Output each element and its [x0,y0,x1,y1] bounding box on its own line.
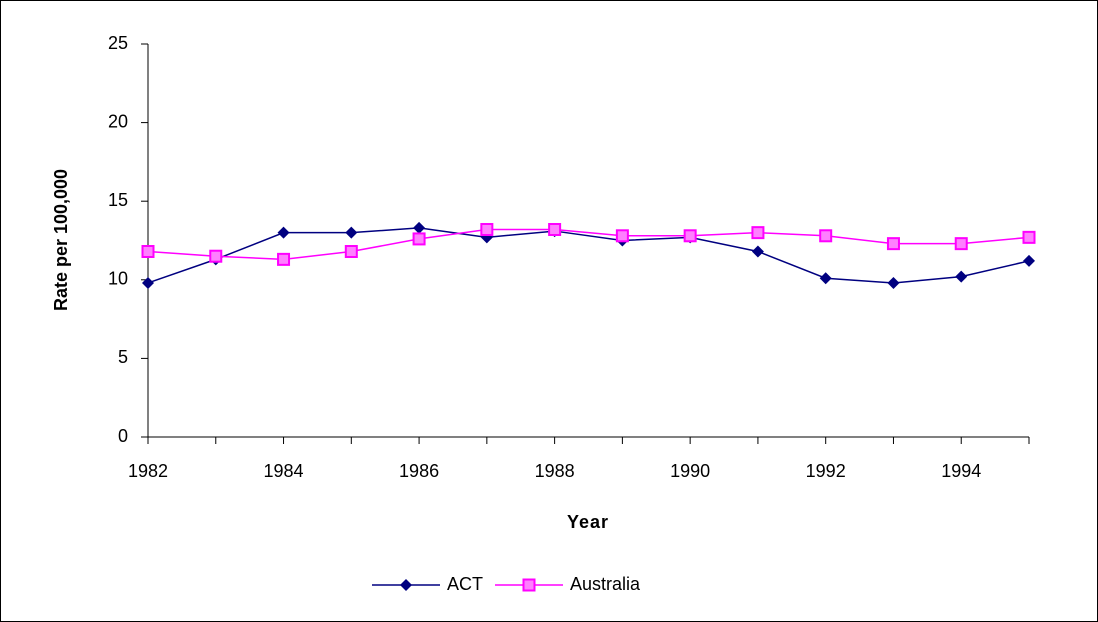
y-tick-label: 10 [108,269,128,289]
y-tick-label: 20 [108,111,128,131]
y-tick-label: 25 [108,33,128,53]
x-tick-label: 1994 [941,461,981,481]
legend-marker [400,579,412,591]
y-axis-label: Rate per 100,000 [51,169,71,311]
legend-marker [522,578,536,592]
series-line [147,227,1030,284]
data-point [548,222,562,236]
x-tick-label: 1988 [535,461,575,481]
series-line [147,228,1030,261]
data-point [480,222,494,236]
data-point [345,226,358,239]
data-point [615,229,629,243]
y-tick-label: 15 [108,190,128,210]
data-point [819,272,832,285]
data-point [413,221,426,234]
x-tick-label: 1992 [806,461,846,481]
data-point [277,252,291,266]
x-tick-label: 1986 [399,461,439,481]
data-point [751,245,764,258]
legend-label: Australia [570,574,641,594]
data-point [1022,230,1036,244]
data-point [344,245,358,259]
data-point [412,232,426,246]
x-tick-label: 1984 [264,461,304,481]
data-point [751,226,765,240]
legend-label: ACT [447,574,483,594]
x-tick-label: 1982 [128,461,168,481]
data-point [209,249,223,263]
data-point [1023,254,1035,267]
data-point [954,237,968,251]
data-point [277,226,290,239]
y-tick-label: 0 [118,426,128,446]
data-point [141,245,155,259]
data-point [683,229,697,243]
data-point [887,276,900,289]
data-point [819,229,833,243]
data-point [142,276,154,289]
y-tick-label: 5 [118,347,128,367]
x-tick-label: 1990 [670,461,710,481]
data-point [955,270,968,283]
x-axis-label: Year [567,512,609,532]
data-point [886,237,900,251]
